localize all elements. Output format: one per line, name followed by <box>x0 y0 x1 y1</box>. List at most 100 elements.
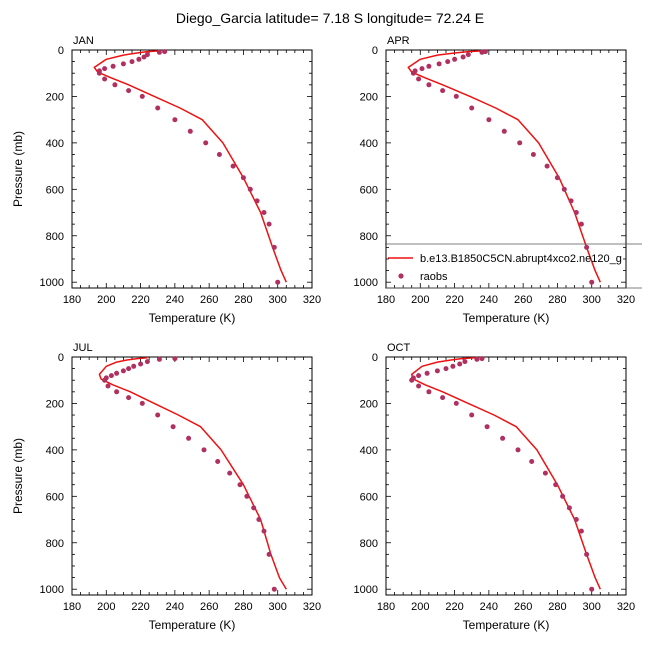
raobs-point <box>457 361 463 367</box>
raobs-point <box>445 59 451 65</box>
y-tick-label: 600 <box>46 491 64 503</box>
raobs-point <box>589 279 595 285</box>
raobs-point <box>424 370 430 376</box>
raobs-point <box>247 186 253 192</box>
raobs-point <box>131 363 137 369</box>
x-tick-label: 320 <box>303 294 321 306</box>
raobs-point <box>266 221 272 227</box>
raobs-point <box>530 152 536 157</box>
raobs-point <box>469 412 475 418</box>
raobs-point <box>578 221 584 227</box>
y-tick-label: 200 <box>46 91 64 103</box>
x-axis-title: Temperature (K) <box>149 311 236 325</box>
raobs-point <box>474 356 480 362</box>
raobs-point <box>102 377 108 383</box>
panel-label: APR <box>387 35 410 47</box>
model-profile-line <box>98 356 287 590</box>
raobs-point <box>114 370 120 376</box>
raobs-point <box>479 49 485 55</box>
raobs-point <box>419 66 425 72</box>
raobs-point <box>440 395 446 401</box>
raobs-point <box>529 459 535 464</box>
x-tick-label: 260 <box>514 601 532 613</box>
raobs-point <box>227 470 233 476</box>
raobs-point <box>517 140 523 146</box>
legend-obs-marker <box>398 273 404 279</box>
raobs-point <box>203 140 209 146</box>
x-tick-label: 220 <box>445 601 463 613</box>
y-tick-label: 400 <box>360 138 378 150</box>
raobs-point <box>566 505 572 511</box>
panel-jul: 180 200 220 240 260 280 300 320 0 200 400 600 800 100… <box>11 342 321 632</box>
x-axis-title: Temperature (K) <box>463 311 550 325</box>
raobs-point <box>275 279 281 285</box>
y-tick-label: 200 <box>360 398 378 410</box>
x-tick-label: 260 <box>200 294 218 306</box>
legend: b.e13.B1850C5CN.abrupt4xco2.ne120_g raob… <box>385 243 642 289</box>
raobs-point <box>469 105 475 111</box>
x-tick-label: 200 <box>411 601 429 613</box>
x-tick-label: 200 <box>411 294 429 306</box>
raobs-point <box>114 389 120 395</box>
raobs-point <box>544 163 550 169</box>
raobs-point <box>271 586 277 592</box>
raobs-point <box>216 152 222 157</box>
raobs-point <box>573 517 579 522</box>
raobs-point <box>254 198 260 204</box>
x-tick-label: 240 <box>166 601 184 613</box>
raobs-point <box>584 244 590 250</box>
raobs-point <box>120 368 126 374</box>
raobs-point <box>434 368 440 374</box>
raobs-point <box>553 482 559 488</box>
x-tick-label: 280 <box>548 294 566 306</box>
y-tick-label: 1000 <box>40 584 64 596</box>
raobs-point <box>460 54 466 60</box>
panel-jan: 180 200 220 240 260 280 300 320 0 200 400 600 800 100… <box>11 35 321 325</box>
x-tick-label: 240 <box>166 294 184 306</box>
raobs-point <box>141 54 147 60</box>
raobs-point <box>155 412 161 418</box>
raobs-point <box>126 395 132 401</box>
raobs-point <box>261 528 267 534</box>
raobs-point <box>484 424 490 430</box>
x-tick-label: 200 <box>97 294 115 306</box>
raobs-point <box>201 447 207 453</box>
raobs-point <box>96 70 102 76</box>
y-tick-label: 0 <box>58 352 64 364</box>
y-tick-label: 1000 <box>40 277 64 289</box>
x-tick-label: 180 <box>377 294 395 306</box>
raobs-point <box>170 424 176 430</box>
model-profile-line <box>407 49 601 283</box>
y-tick-label: 200 <box>46 398 64 410</box>
raobs-point <box>486 117 492 123</box>
x-axis-title: Temperature (K) <box>149 618 236 632</box>
y-tick-label: 600 <box>360 491 378 503</box>
raobs-point <box>155 105 161 111</box>
y-tick-label: 600 <box>360 184 378 196</box>
raobs-point <box>110 63 116 69</box>
y-tick-label: 400 <box>46 138 64 150</box>
raobs-point <box>240 175 246 181</box>
raobs-point <box>560 493 566 499</box>
x-tick-label: 300 <box>583 294 601 306</box>
panel-apr: 180 200 220 240 260 280 300 320 0 200 400 600 800 100… <box>354 35 636 325</box>
x-tick-label: 260 <box>200 601 218 613</box>
raobs-point <box>500 435 506 441</box>
raobs-point <box>172 117 178 123</box>
x-tick-label: 280 <box>234 294 252 306</box>
raobs-point <box>584 551 590 557</box>
raobs-point <box>144 359 150 365</box>
plot-frame <box>71 49 313 289</box>
y-tick-label: 0 <box>372 352 378 364</box>
model-profile-line <box>93 49 287 283</box>
raobs-point <box>105 383 111 389</box>
raobs-point <box>452 56 458 62</box>
raobs-point <box>409 377 415 383</box>
raobs-point <box>465 52 471 58</box>
y-tick-label: 600 <box>46 184 64 196</box>
raobs-point <box>139 93 145 99</box>
y-axis-title: Pressure (mb) <box>11 438 25 514</box>
raobs-point <box>589 586 595 592</box>
raobs-point <box>261 210 267 215</box>
